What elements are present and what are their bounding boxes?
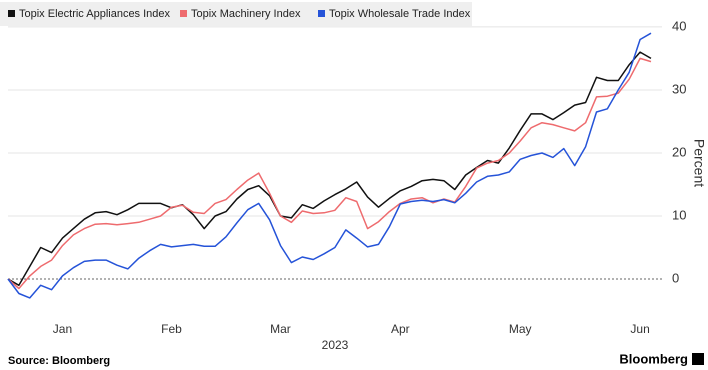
brand: Bloomberg: [619, 351, 688, 366]
x-axis-label: 2023: [322, 338, 349, 352]
y-axis-label: Percent: [691, 139, 707, 187]
line: [7, 51, 652, 287]
x-tick-label: Mar: [270, 322, 291, 336]
legend-label: Topix Wholesale Trade Index: [329, 8, 471, 20]
source: Source: Bloomberg: [8, 355, 110, 367]
y-tick-label: 0: [672, 270, 679, 285]
legend-label: Topix Electric Appliances Index: [19, 8, 171, 20]
legend-background: [0, 2, 472, 26]
y-tick-label: 30: [672, 81, 686, 96]
x-tick-label: Feb: [161, 322, 182, 336]
x-tick-label: May: [509, 322, 532, 336]
x-tick-label: Jan: [53, 322, 72, 336]
legend-swatch: [180, 10, 187, 17]
brand-icon: [692, 353, 704, 365]
x-tick-label: Jun: [630, 322, 649, 336]
line: [7, 57, 652, 290]
y-tick-label: 10: [672, 207, 686, 222]
line: [7, 32, 652, 299]
y-tick-label: 20: [672, 144, 686, 159]
y-tick-label: 40: [672, 18, 686, 33]
x-tick-label: Apr: [391, 322, 410, 336]
legend-swatch: [318, 10, 325, 17]
legend-swatch: [8, 10, 15, 17]
legend-label: Topix Machinery Index: [191, 8, 301, 20]
